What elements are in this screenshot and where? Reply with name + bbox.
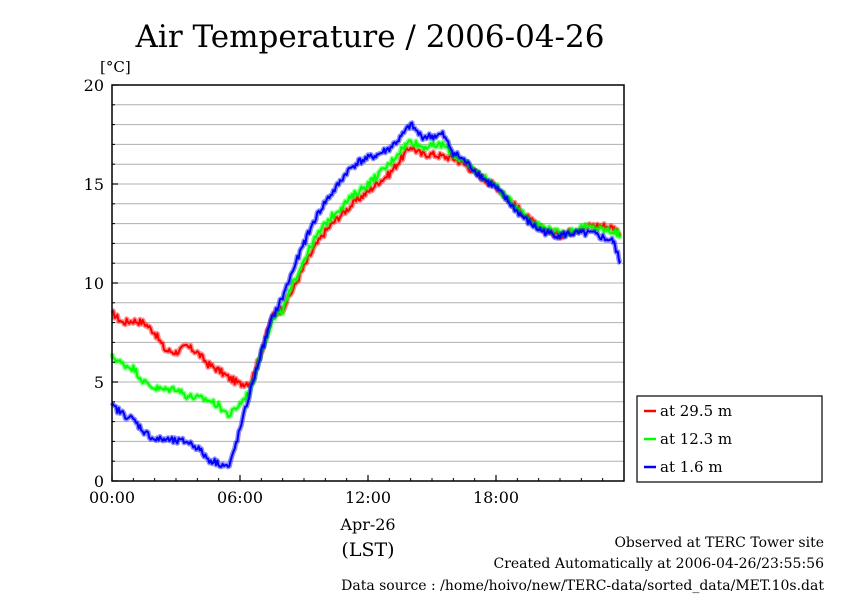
- legend-label: at 1.6 m: [660, 458, 723, 476]
- y-tick-label: 0: [94, 472, 104, 491]
- series-lines: [109, 120, 623, 470]
- legend-label: at 12.3 m: [660, 430, 732, 448]
- x-tick-label: 12:00: [345, 488, 391, 507]
- series-line: [111, 146, 622, 388]
- series-line: [111, 121, 622, 468]
- y-tick-label: 5: [94, 373, 104, 392]
- x-date-label: Apr-26: [339, 515, 395, 534]
- legend-box: [636, 395, 823, 483]
- x-tick-label: 00:00: [89, 488, 135, 507]
- y-axis-label: [°C]: [100, 58, 131, 76]
- x-tick-label: 06:00: [217, 488, 263, 507]
- legend-label: at 29.5 m: [660, 402, 732, 420]
- series-line: [111, 139, 622, 418]
- chart-title: Air Temperature / 2006-04-26: [135, 19, 605, 55]
- footer-source: Data source : /home/hoivo/new/TERC-data/…: [341, 578, 824, 594]
- y-tick-label: 15: [84, 175, 104, 194]
- x-ticks: 00:00 06:00 12:00 18:00: [89, 475, 604, 507]
- footer-site: Observed at TERC Tower site: [614, 535, 824, 551]
- series-halo: [109, 137, 623, 420]
- y-tick-label: 20: [84, 76, 104, 95]
- series-halo: [109, 120, 623, 470]
- footer-created: Created Automatically at 2006-04-26/23:5…: [493, 556, 824, 572]
- legend: at 29.5 m at 12.3 m at 1.6 m: [636, 395, 823, 483]
- x-tick-label: 18:00: [473, 488, 519, 507]
- y-ticks: 0 5 10 15 20: [84, 76, 118, 491]
- y-tick-label: 10: [84, 274, 104, 293]
- x-axis-label: (LST): [341, 539, 394, 561]
